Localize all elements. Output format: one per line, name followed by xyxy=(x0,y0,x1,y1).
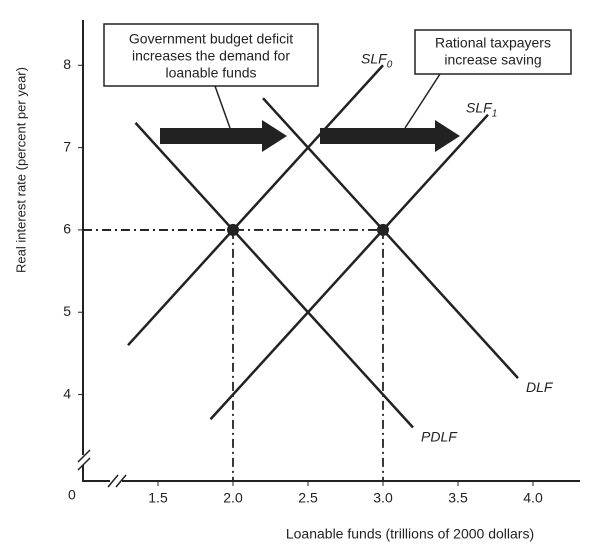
curve-label-subscript: 0 xyxy=(387,59,393,70)
axis-break xyxy=(107,474,119,488)
curve-label-name: PDLF xyxy=(421,428,458,444)
shift-arrow xyxy=(160,120,287,152)
x-tick-label: 3.0 xyxy=(373,490,393,506)
x-tick-label: 4.0 xyxy=(523,490,543,506)
equilibrium-point xyxy=(227,223,239,236)
axis-break xyxy=(115,474,127,488)
equilibrium-point xyxy=(377,223,389,236)
y-tick-label: 5 xyxy=(63,303,71,319)
y-tick-label: 6 xyxy=(63,221,71,237)
shift-arrow xyxy=(320,120,460,152)
y-tick-label: 4 xyxy=(63,385,71,401)
annotation-box xyxy=(414,29,572,75)
x-tick-label: 2.0 xyxy=(223,490,243,506)
annotation-text: Rational taxpayers xyxy=(435,35,551,51)
curve xyxy=(262,97,519,379)
x-axis-label: Loanable funds (trillions of 2000 dollar… xyxy=(286,526,534,542)
curve xyxy=(127,64,384,347)
annotation-text: increase saving xyxy=(444,52,541,68)
curve xyxy=(134,122,414,429)
curve-label-subscript: 1 xyxy=(492,108,498,119)
curve xyxy=(209,113,489,421)
annotation-pointer xyxy=(214,85,231,129)
x-tick-label: 2.5 xyxy=(298,490,318,506)
x-tick-label: 3.5 xyxy=(448,490,468,506)
axis-break xyxy=(77,457,91,471)
annotation-text: increases the demand for xyxy=(132,48,290,64)
curve-label: SLF1 xyxy=(466,99,497,119)
x-tick-label: 1.5 xyxy=(148,490,168,506)
annotation-text: Government budget deficit xyxy=(129,31,293,47)
annotation-pointer xyxy=(404,73,441,129)
annotation-box xyxy=(103,23,319,87)
curve-label: SLF0 xyxy=(361,50,393,70)
annotation-text: loanable funds xyxy=(165,65,256,81)
curve-label-name: SLF xyxy=(466,99,493,115)
curve-label: DLF xyxy=(526,379,554,395)
curve-label: PDLF xyxy=(421,428,458,444)
origin-label: 0 xyxy=(68,487,76,503)
y-axis-label: Real interest rate (percent per year) xyxy=(13,67,28,273)
axis-break xyxy=(77,449,91,463)
y-tick-label: 7 xyxy=(63,138,71,154)
curve-label-name: DLF xyxy=(526,379,554,395)
y-tick-label: 8 xyxy=(63,56,71,72)
curve-label-name: SLF xyxy=(361,50,388,66)
